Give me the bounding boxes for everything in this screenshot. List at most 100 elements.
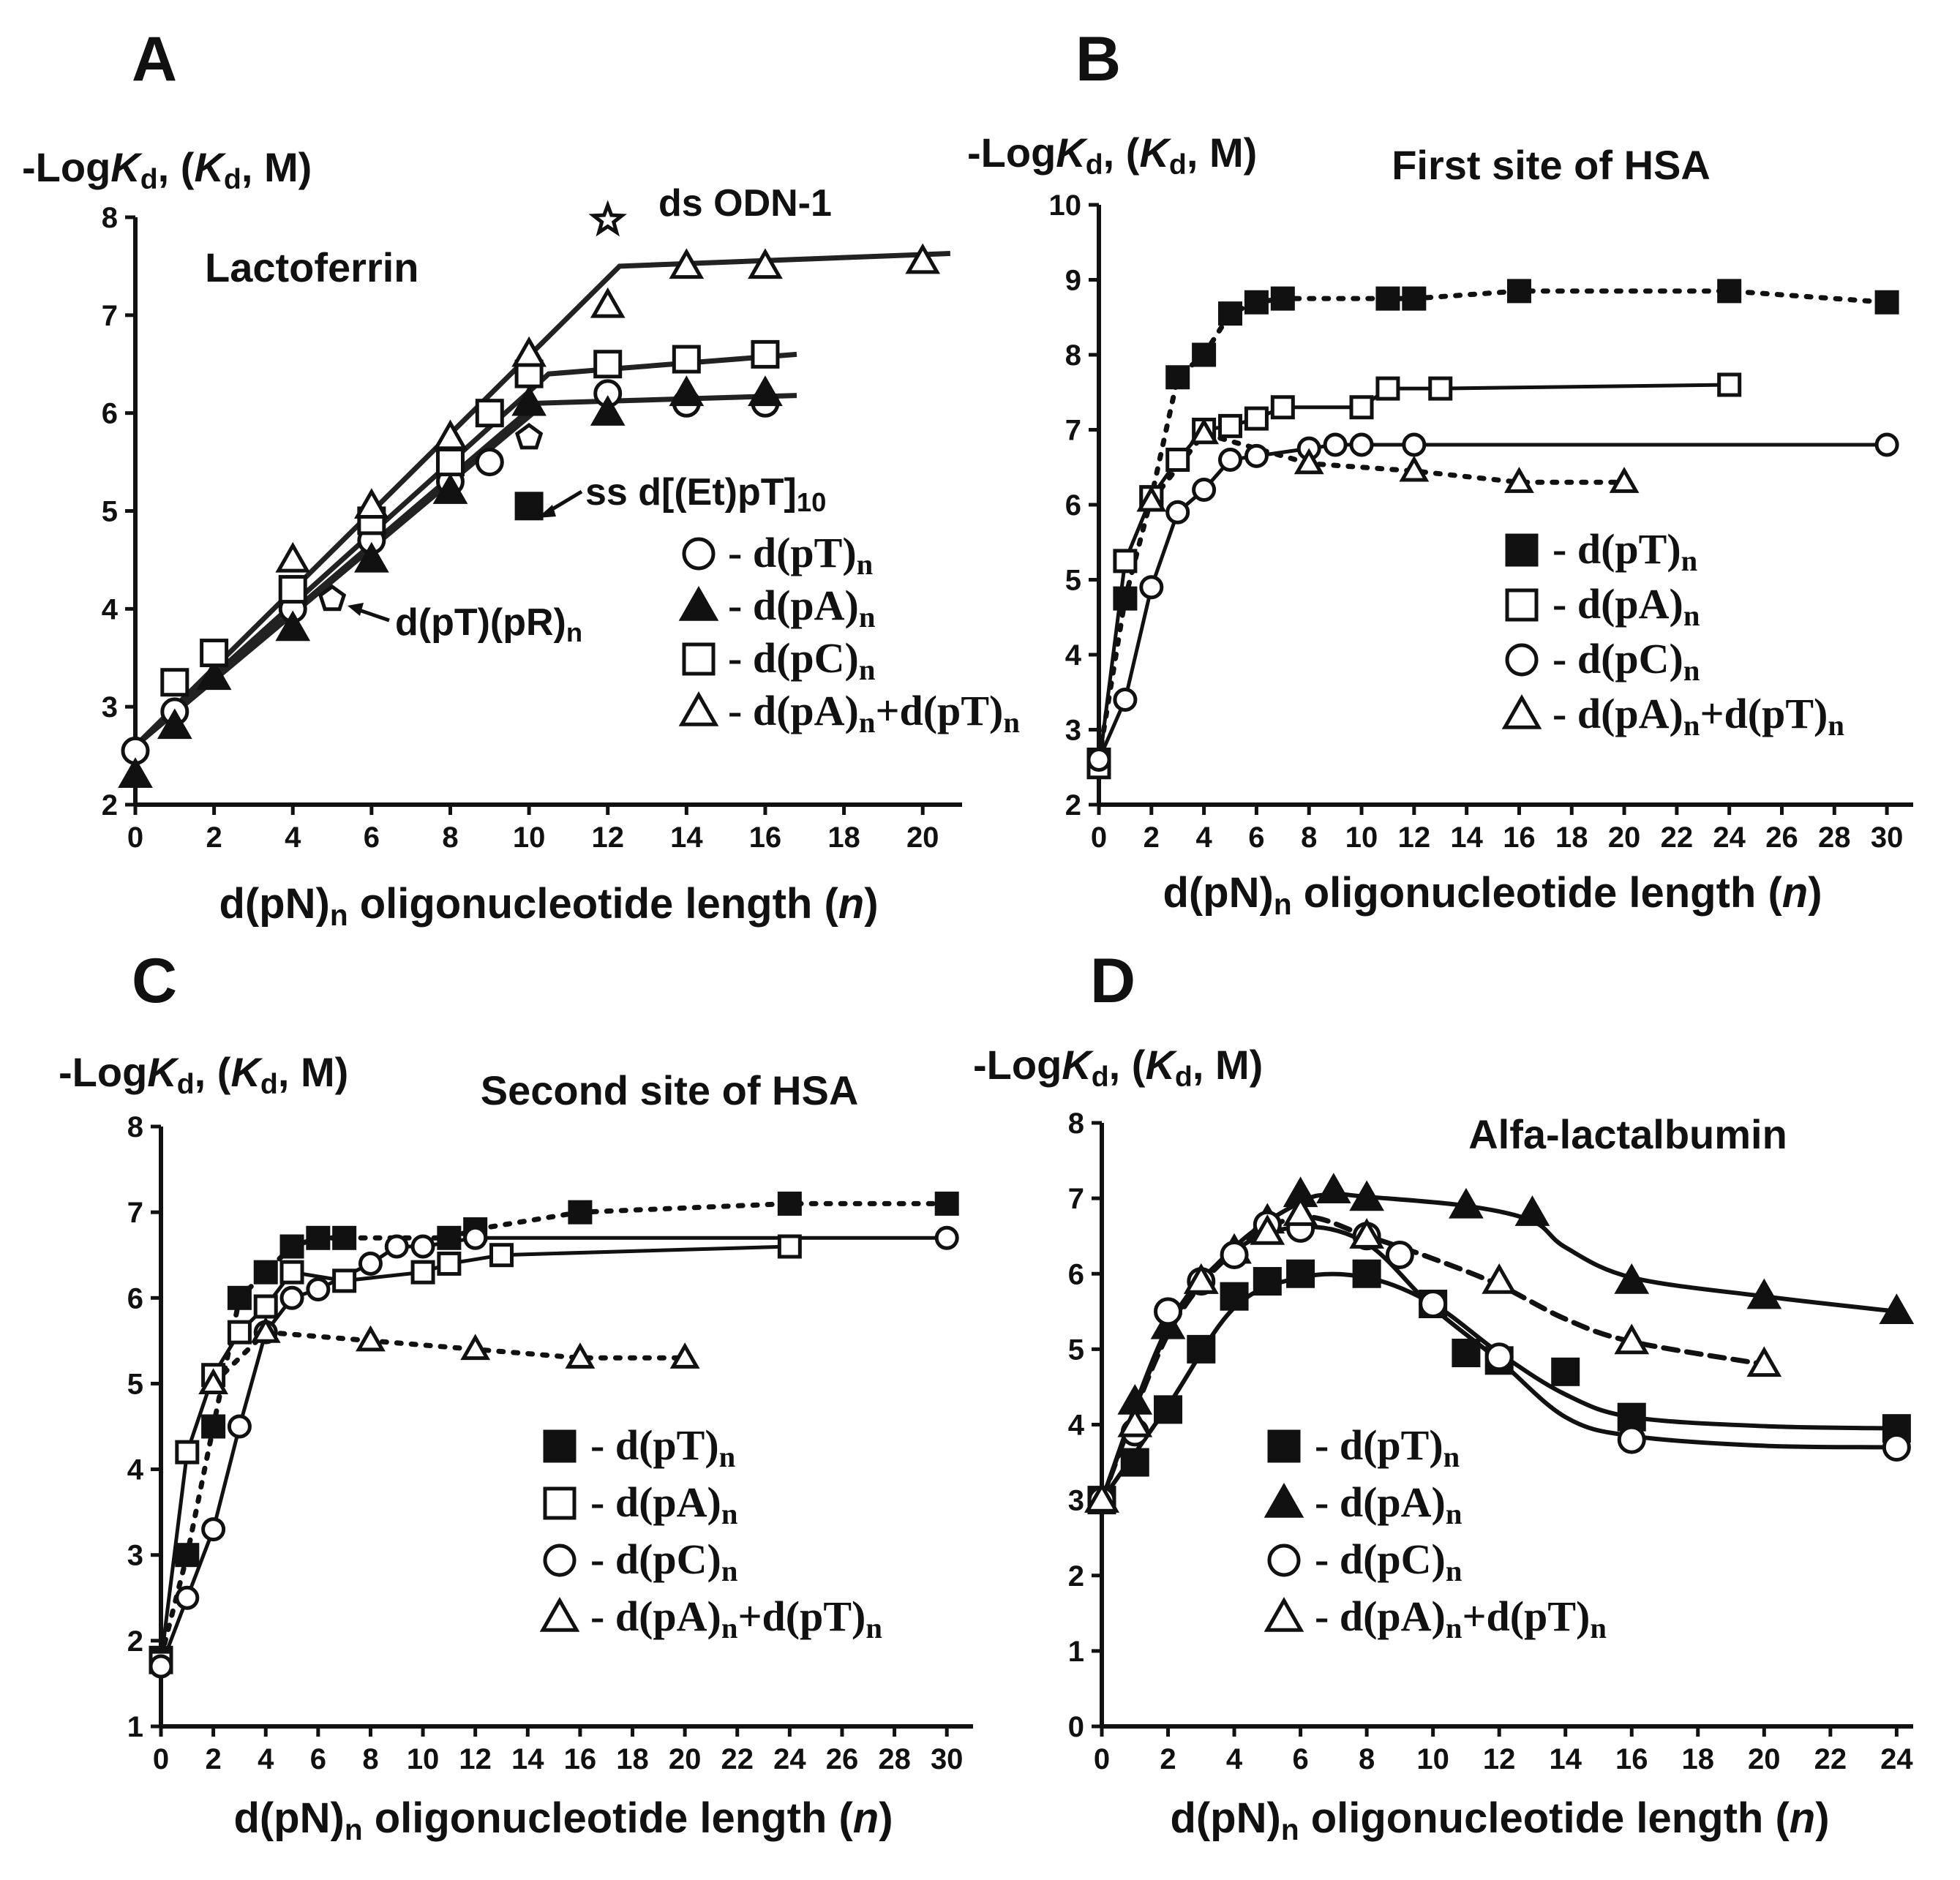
x-tick-label: 8	[1359, 1743, 1375, 1775]
point-d(pA)n	[1270, 395, 1295, 420]
x-tick-label: 4	[285, 821, 301, 854]
point-d(pC)n	[1874, 432, 1899, 457]
point-d(pA)n	[175, 1440, 200, 1464]
x-tick-label: 4	[258, 1743, 274, 1775]
x-tick-label: 10	[1416, 1743, 1449, 1775]
point-d(pT)n	[253, 1260, 278, 1285]
point-d(pA)n+d(pT)n	[1504, 467, 1534, 493]
y-axis-label: -LogKd, (Kd, M)	[22, 144, 312, 195]
point-d(pA)n	[410, 1260, 435, 1285]
point-d(pA)n+d(pT)n	[250, 1317, 281, 1343]
legend-symbol-d(pT)n	[682, 537, 716, 571]
x-tick-label: 0	[1091, 821, 1107, 854]
point-d(pC)n	[1385, 1240, 1414, 1269]
x-tick-label: 14	[670, 821, 703, 854]
annotation-ss-etpt10: ss d[(Et)pT]10	[585, 471, 826, 517]
point-d(pA)n	[1717, 372, 1742, 397]
x-tick-label: 6	[310, 1743, 326, 1775]
point-d(pT)n	[1402, 286, 1427, 311]
y-tick-label: 8	[102, 202, 118, 234]
point-d(pA)n+d(pT)n	[1183, 1263, 1219, 1294]
chart-title: Lactoferrin	[205, 244, 419, 290]
point-d(pA)n	[1165, 448, 1190, 472]
annotation-ds-odn1: ds ODN-1	[658, 182, 832, 225]
point-d(pA)n	[279, 1260, 304, 1285]
series-line-d(pA)n+d(pT)n	[211, 1329, 688, 1386]
point-d(pA)n	[332, 1268, 357, 1293]
point-d(pC)n	[201, 1517, 226, 1542]
point-d(pT)n	[1187, 1334, 1216, 1364]
point-d(pC)n	[358, 1251, 383, 1276]
legend-entry: - d(pA)n	[1552, 580, 1700, 632]
y-tick-label: 4	[1065, 639, 1082, 672]
point-d(pA)n+d(pT)n	[275, 541, 311, 573]
legend-symbol-d(pA)n+d(pT)n	[1501, 693, 1542, 729]
x-tick-label: 6	[364, 821, 380, 854]
x-tick-label: 6	[1292, 1743, 1308, 1775]
x-axis-label: d(pN)n oligonucleotide length (n)	[1170, 1794, 1829, 1846]
y-tick-label: 0	[1068, 1711, 1084, 1743]
point-d(pA)n	[1428, 376, 1453, 401]
point-d(pA)n+d(pT)n	[1609, 467, 1640, 493]
y-tick-label: 7	[1068, 1183, 1084, 1215]
point-d(pT)n	[1375, 286, 1400, 311]
y-tick-label: 2	[1068, 1560, 1084, 1593]
y-tick-label: 9	[1065, 265, 1081, 297]
legend-entry: - d(pT)n	[590, 1421, 735, 1473]
point-d(pC)n	[175, 1585, 200, 1610]
point-d(pA)n+d(pT)n	[353, 488, 389, 519]
point-d(pT)n	[279, 1234, 304, 1259]
x-tick-label: 2	[206, 821, 222, 854]
x-tick-label: 28	[878, 1743, 911, 1775]
point-d(pA)n	[489, 1243, 514, 1268]
legend-entry: - d(pA)n	[728, 582, 875, 633]
x-tick-label: 2	[1160, 1743, 1176, 1775]
x-axis-label: d(pN)n oligonucleotide length (n)	[219, 880, 878, 932]
x-tick-label: 24	[773, 1743, 806, 1775]
x-tick-label: 4	[1226, 1743, 1243, 1775]
point-d(pA)n	[1746, 1278, 1782, 1309]
x-tick-label: 8	[1301, 821, 1317, 854]
x-tick-label: 10	[513, 821, 546, 854]
x-tick-label: 24	[1713, 821, 1746, 854]
point-d(pC)n	[593, 350, 623, 379]
point-d(pC)n	[306, 1277, 331, 1302]
point-d(pC)n	[278, 575, 307, 604]
legend-symbol-d(pA)n+d(pT)n	[539, 1596, 580, 1632]
x-tick-label: 0	[127, 821, 143, 854]
arrow-head	[538, 505, 556, 518]
y-tick-label: 3	[1068, 1485, 1084, 1517]
point-d(pT)n	[1452, 1339, 1481, 1368]
legend-symbol-d(pT)n	[1267, 1429, 1301, 1463]
chart-title: Second site of HSA	[481, 1067, 859, 1113]
legend-entry: - d(pC)n	[728, 634, 875, 686]
legend-entry: - d(pA)n+d(pT)n	[1315, 1593, 1607, 1644]
y-tick-label: 6	[1068, 1258, 1084, 1290]
x-tick-label: 10	[407, 1743, 440, 1775]
point-d(pC)n	[1349, 432, 1374, 457]
point-d(pA)n	[1349, 395, 1374, 420]
x-tick-label: 20	[906, 821, 939, 854]
point-d(pA)n+d(pT)n	[1482, 1263, 1517, 1294]
point-d(pT)n	[227, 1285, 252, 1310]
point-d(pA)n	[777, 1234, 802, 1259]
legend-entry: - d(pA)n+d(pT)n	[728, 687, 1020, 739]
point-d(pC)n	[1882, 1432, 1911, 1462]
chart-title: First site of HSA	[1392, 142, 1711, 188]
y-axis-label: -LogKd, (Kd, M)	[59, 1049, 348, 1100]
point-d(pA)n+d(pT)n	[1136, 485, 1167, 512]
point-d(pA)n	[1879, 1293, 1915, 1324]
x-tick-label: 18	[1555, 821, 1588, 854]
point-d(pT)n	[1506, 279, 1531, 304]
point-d(pA)n+d(pT)n	[511, 336, 547, 367]
point-d(pT)(pR)n	[514, 423, 544, 450]
point-d(pT)n	[1253, 1267, 1282, 1296]
x-tick-label: 8	[362, 1743, 378, 1775]
x-tick-label: 4	[1195, 821, 1212, 854]
point-d(pA)n+d(pT)n	[198, 1368, 229, 1395]
point-d(pT)(pR)n	[318, 584, 347, 612]
point-d(pT)n	[1352, 1259, 1381, 1288]
point-d(pA)n	[748, 375, 783, 407]
point-d(pA)n	[227, 1320, 252, 1345]
point-d(pA)n	[1449, 1187, 1484, 1219]
